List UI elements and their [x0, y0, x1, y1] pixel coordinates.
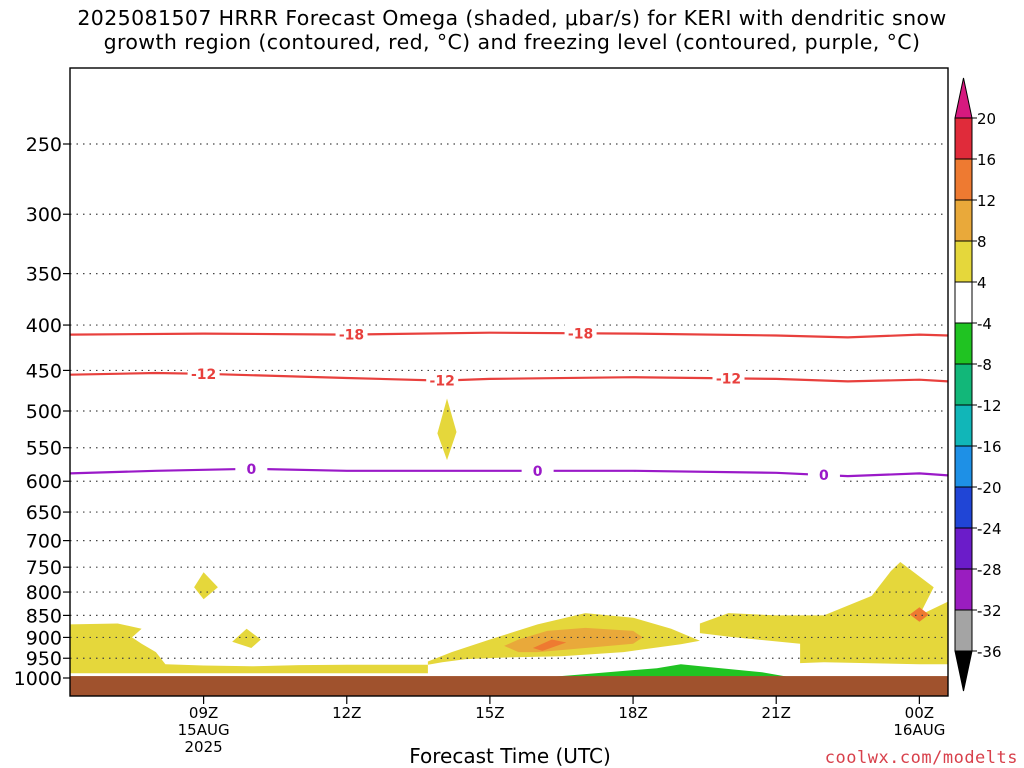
omega-area-3 [194, 572, 218, 600]
colorbar-label-3: 8 [977, 233, 987, 251]
colorbar-label-13: -36 [977, 643, 1002, 661]
colorbar-swatch-7 [954, 404, 973, 447]
colorbar-label-6: -8 [977, 356, 992, 374]
y-tick-label-550: 550 [26, 438, 62, 460]
x-tick-label-9-2: 2025 [185, 738, 223, 756]
x-tick-label-9-1: 15AUG [178, 721, 230, 739]
colorbar-bottom-arrow [954, 650, 973, 692]
colorbar-label-7: -12 [977, 397, 1002, 415]
colorbar-label-12: -32 [977, 602, 1002, 620]
y-tick-label-350: 350 [26, 264, 62, 286]
title-line-2: growth region (contoured, red, °C) and f… [103, 30, 921, 54]
y-tick-label-450: 450 [26, 360, 62, 382]
colorbar-swatch-0 [954, 117, 973, 160]
contour-label-bg [335, 325, 368, 344]
chart-title: 2025081507 HRRR Forecast Omega (shaded, … [0, 6, 1024, 54]
contour-label-freezing-0: 0 [246, 462, 256, 478]
x-tick-label-24-0: 00Z [905, 704, 934, 722]
colorbar-swatch-6 [954, 363, 973, 406]
colorbar-swatch-4 [954, 281, 973, 324]
contour-freezing-2 [70, 467, 948, 478]
colorbar-label-1: 16 [977, 151, 996, 169]
contour-label-bg [564, 324, 597, 343]
omega-area-9 [909, 607, 929, 622]
contour-label-dgz-2: -12 [716, 371, 741, 387]
terrain-block [70, 676, 948, 696]
x-tick-label-18-0: 18Z [618, 704, 647, 722]
title-line-1: 2025081507 HRRR Forecast Omega (shaded, … [77, 6, 947, 30]
omega-area-5 [437, 398, 457, 461]
colorbar-label-5: -4 [977, 315, 992, 333]
colorbar-label-10: -24 [977, 520, 1002, 538]
omega-area-4 [232, 628, 261, 648]
y-tick-label-800: 800 [26, 582, 62, 604]
contour-label-bg [521, 461, 554, 480]
colorbar-swatch-12 [954, 609, 973, 652]
x-tick-label-15-0: 15Z [475, 704, 504, 722]
contour-dgz-0 [70, 331, 948, 339]
colorbar-label-0: 20 [977, 110, 996, 128]
contour-label-dgz-0: -18 [339, 327, 364, 343]
colorbar-label-11: -28 [977, 561, 1002, 579]
credit-link[interactable]: coolwx.com/modelts [824, 748, 1018, 768]
y-tick-label-250: 250 [26, 134, 62, 156]
omega-area-2 [699, 562, 948, 665]
x-tick-label-9-0: 09Z [189, 704, 218, 722]
colorbar-label-4: 4 [977, 274, 987, 292]
contour-label-bg [807, 465, 840, 484]
x-tick-label-24-1: 16AUG [893, 721, 945, 739]
omega-area-0 [70, 623, 428, 674]
colorbar-swatch-11 [954, 568, 973, 611]
y-tick-label-600: 600 [26, 471, 62, 493]
y-tick-label-400: 400 [26, 315, 62, 337]
contour-label-bg [187, 364, 220, 383]
plot-area: -18 -18 -12 -12 -12 0 0 0 [70, 143, 948, 696]
x-tick-label-12-0: 12Z [332, 704, 361, 722]
colorbar-label-8: -16 [977, 438, 1002, 456]
y-tick-label-300: 300 [26, 204, 62, 226]
omega-area-6 [537, 664, 791, 678]
y-tick-label-650: 650 [26, 502, 62, 524]
y-tick-label-500: 500 [26, 401, 62, 423]
colorbar-swatch-9 [954, 486, 973, 529]
colorbar-swatch-2 [954, 199, 973, 242]
colorbar-swatch-5 [954, 322, 973, 365]
colorbar-swatch-1 [954, 158, 973, 201]
contour-label-bg [235, 459, 268, 478]
y-tick-label-750: 750 [26, 557, 62, 579]
colorbar-top-arrow [954, 77, 973, 119]
plot-frame [69, 67, 949, 697]
contour-label-bg [712, 369, 745, 388]
contour-label-dgz-1: -18 [568, 326, 593, 342]
colorbar-label-9: -20 [977, 479, 1002, 497]
x-tick-label-21-0: 21Z [762, 704, 791, 722]
y-tick-label-850: 850 [26, 605, 62, 627]
y-tick-label-950: 950 [26, 648, 62, 670]
omega-area-8 [532, 639, 567, 651]
colorbar-swatch-3 [954, 240, 973, 283]
y-tick-label-1000: 1000 [14, 668, 62, 690]
contour-label-bg [426, 371, 459, 390]
contour-label-dgz-0: -12 [191, 367, 216, 383]
contour-label-freezing-1: 0 [533, 464, 543, 480]
contour-label-dgz-1: -12 [430, 374, 455, 390]
y-tick-label-900: 900 [26, 627, 62, 649]
colorbar-swatch-8 [954, 445, 973, 488]
contour-label-freezing-2: 0 [819, 468, 829, 484]
colorbar-label-2: 12 [977, 192, 996, 210]
y-tick-label-700: 700 [26, 531, 62, 553]
x-axis-label: Forecast Time (UTC) [409, 744, 611, 768]
colorbar-swatch-10 [954, 527, 973, 570]
